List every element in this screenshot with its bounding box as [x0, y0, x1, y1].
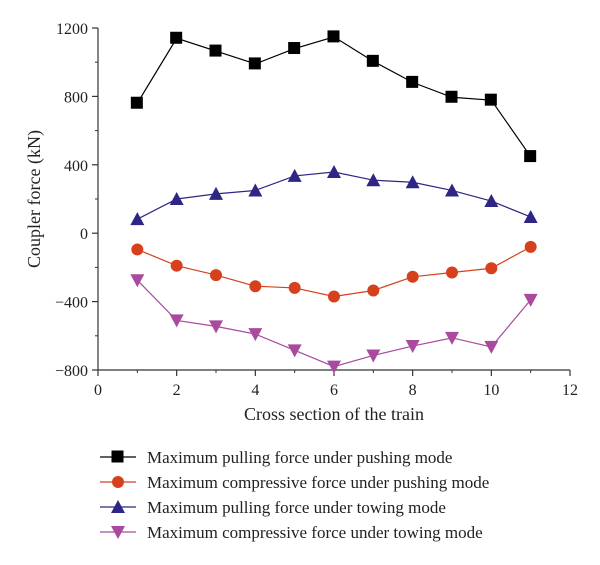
- data-point: [523, 293, 538, 307]
- data-point: [248, 57, 261, 70]
- data-point: [405, 340, 420, 354]
- data-point: [484, 340, 499, 354]
- x-tick-label: 10: [483, 382, 499, 399]
- data-point: [209, 320, 223, 334]
- data-point: [210, 269, 222, 282]
- data-point: [484, 93, 497, 106]
- legend-label: Maximum compressive force under towing m…: [147, 523, 483, 542]
- data-point: [170, 31, 183, 44]
- data-point: [445, 183, 459, 197]
- data-point: [327, 164, 341, 178]
- x-tick-label: 8: [409, 382, 417, 399]
- data-point: [405, 175, 420, 189]
- data-point: [523, 209, 538, 223]
- legend-label: Maximum pulling force under pushing mode: [147, 448, 452, 467]
- data-point: [484, 194, 499, 208]
- legend-marker: [112, 476, 124, 488]
- x-tick-label: 6: [330, 382, 338, 399]
- legend-marker: [111, 526, 125, 539]
- data-point: [288, 42, 301, 55]
- y-tick-label: −800: [55, 363, 88, 380]
- data-point: [328, 290, 340, 303]
- data-point: [130, 96, 143, 109]
- data-point: [287, 344, 302, 358]
- series-4: [130, 274, 538, 374]
- data-point: [130, 274, 145, 288]
- x-tick-label: 0: [94, 382, 102, 399]
- data-point: [327, 30, 340, 43]
- data-point: [524, 240, 537, 253]
- legend: Maximum pulling force under pushing mode…: [100, 448, 489, 542]
- data-point: [248, 328, 263, 342]
- legend-marker: [111, 500, 125, 513]
- series-1: [130, 30, 537, 163]
- y-axis-label: Coupler force (kN): [24, 130, 45, 268]
- legend-item: Maximum compressive force under towing m…: [100, 523, 483, 542]
- legend-item: Maximum pulling force under pushing mode: [100, 448, 452, 467]
- data-point: [248, 183, 263, 197]
- data-point: [327, 360, 341, 374]
- data-point: [209, 44, 222, 57]
- y-tick-label: 0: [80, 226, 88, 243]
- data-point: [131, 243, 144, 256]
- series-layer: [130, 30, 538, 374]
- series-2: [131, 240, 537, 303]
- x-tick-label: 12: [562, 382, 578, 399]
- data-point: [130, 212, 145, 226]
- y-tick-label: 800: [64, 89, 88, 106]
- legend-marker: [111, 450, 124, 463]
- y-axis-ticks: −800 −400 0 400 800 1200: [55, 21, 98, 380]
- series-line: [136, 36, 532, 157]
- y-tick-label: 1200: [56, 21, 88, 38]
- legend-item: Maximum pulling force under towing mode: [100, 498, 446, 517]
- data-point: [288, 281, 301, 294]
- x-axis-label: Cross section of the train: [244, 404, 424, 424]
- y-tick-label: −400: [55, 295, 88, 312]
- data-point: [249, 280, 262, 293]
- data-point: [287, 168, 302, 182]
- data-point: [485, 262, 498, 275]
- data-point: [169, 314, 184, 328]
- data-point: [366, 349, 381, 363]
- data-point: [169, 192, 184, 205]
- data-point: [170, 259, 183, 272]
- data-point: [366, 54, 379, 67]
- series-line: [137, 246, 531, 298]
- y-tick-label: 400: [64, 158, 88, 175]
- plot-frame: [97, 28, 570, 371]
- data-point: [406, 270, 419, 283]
- data-point: [366, 173, 381, 187]
- legend-label: Maximum pulling force under towing mode: [147, 498, 446, 517]
- data-point: [406, 75, 419, 88]
- x-tick-label: 2: [173, 382, 181, 399]
- legend-label: Maximum compressive force under pushing …: [147, 473, 489, 492]
- series-line: [137, 171, 531, 220]
- x-tick-label: 4: [251, 382, 259, 399]
- series-3: [130, 164, 538, 226]
- x-axis-ticks: 0 2 4 6 8 10 12: [94, 370, 578, 399]
- data-point: [524, 150, 537, 163]
- legend-item: Maximum compressive force under pushing …: [100, 473, 489, 492]
- data-point: [367, 284, 380, 297]
- data-point: [209, 186, 223, 200]
- data-point: [446, 266, 458, 279]
- data-point: [445, 331, 459, 345]
- data-point: [445, 90, 458, 103]
